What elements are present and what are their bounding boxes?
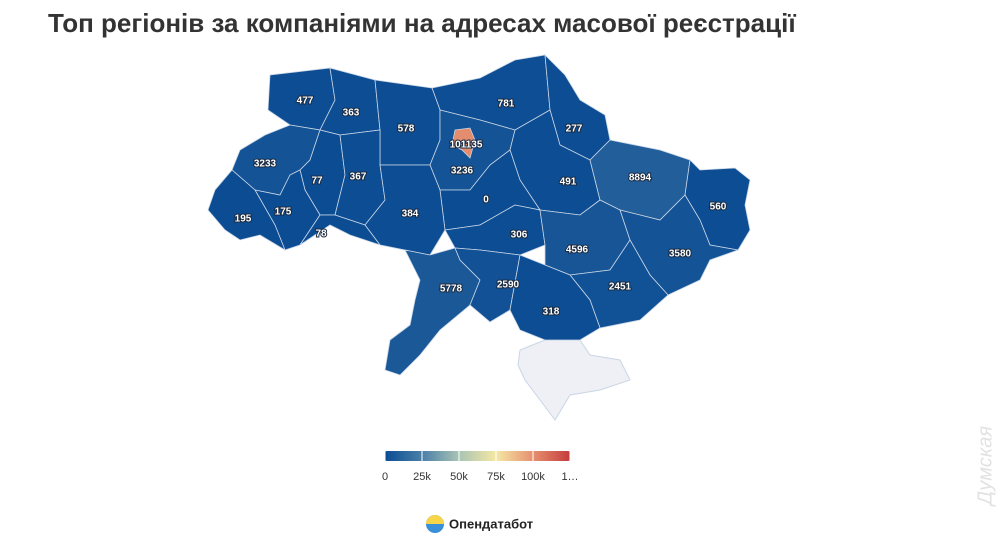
- legend-tick-label: 1…: [561, 471, 578, 483]
- region: [509, 254, 601, 341]
- regions: [207, 53, 751, 421]
- legend-tick-label: 25k: [413, 471, 431, 483]
- region-value-label: 491: [560, 177, 577, 188]
- region-value-label: 77: [311, 176, 323, 187]
- region-value-label: 277: [566, 124, 583, 135]
- region-value-label: 477: [297, 96, 314, 107]
- region-value-label: 384: [402, 209, 419, 220]
- legend-tick-label: 0: [382, 471, 388, 483]
- logo: Опендатабот: [426, 515, 533, 533]
- color-bar: [385, 451, 570, 461]
- legend-tick-label: 75k: [487, 471, 505, 483]
- watermark: Думская: [974, 426, 996, 507]
- title: Топ регіонів за компаніями на адресах ма…: [48, 8, 796, 38]
- region-value-label: 175: [275, 207, 292, 218]
- region-value-label: 781: [498, 99, 515, 110]
- region-value-label: 4596: [566, 245, 589, 256]
- region-value-label: 367: [350, 172, 367, 183]
- region-value-label: 560: [710, 202, 727, 213]
- region-value-label: 5778: [440, 284, 463, 295]
- region-value-label: 2451: [609, 282, 632, 293]
- region: [299, 214, 382, 246]
- region: [374, 79, 441, 166]
- logo-text: Опендатабот: [449, 516, 533, 531]
- region-value-label: 3236: [451, 166, 474, 177]
- region-value-label: 0: [483, 195, 489, 206]
- logo-icon-top: [426, 515, 444, 524]
- region-value-label: 8894: [629, 173, 652, 184]
- region-value-label: 78: [315, 229, 327, 240]
- region-value-label: 306: [511, 230, 528, 241]
- region: [454, 247, 521, 323]
- region: [384, 247, 481, 376]
- legend-tick-label: 50k: [450, 471, 468, 483]
- legend-tick-label: 100k: [521, 471, 545, 483]
- no-data-region: [517, 339, 631, 421]
- region-value-label: 2590: [497, 280, 520, 291]
- region-value-label: 195: [235, 214, 252, 225]
- region-value-label: 3580: [669, 249, 692, 260]
- region: [207, 169, 286, 251]
- region-labels: 477 363 781 578 277 3233 101135 3236 491 8894 77 36…: [234, 95, 728, 319]
- region-value-label: 101135: [450, 140, 483, 151]
- region: [451, 127, 476, 159]
- region-value-label: 318: [543, 307, 560, 318]
- region-value-label: 363: [343, 108, 360, 119]
- legend: 0 25k 50k 75k 100k 1…: [382, 451, 579, 483]
- region-value-label: 578: [398, 124, 415, 135]
- region-value-label: 3233: [254, 159, 277, 170]
